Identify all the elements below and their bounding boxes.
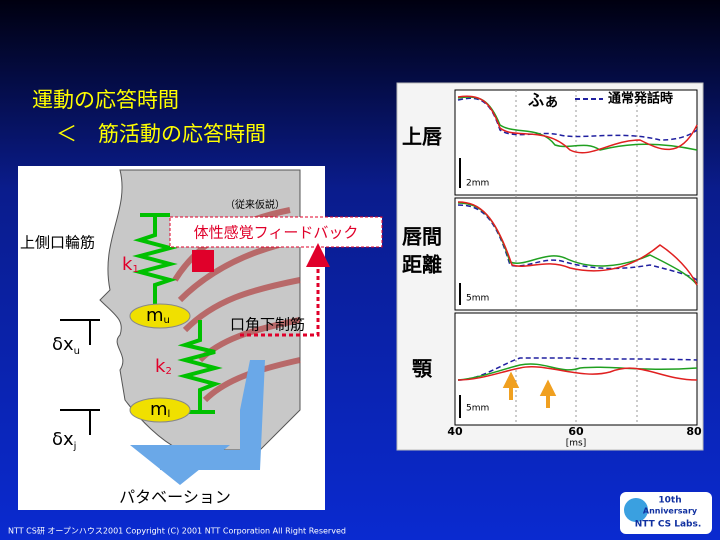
logo-text: Anniversary xyxy=(643,507,698,516)
legend-label: 通常発話時 xyxy=(608,91,673,107)
muscle-label: 口角下制筋 xyxy=(230,316,305,334)
curve-a xyxy=(457,366,698,381)
logo-mark xyxy=(624,498,648,522)
subplot xyxy=(454,89,698,196)
subscript: u xyxy=(74,346,80,357)
subscript: 2 xyxy=(165,366,171,377)
panel-label: 上唇 xyxy=(402,125,443,149)
logo: 10th Anniversary NTT CS Labs. xyxy=(620,492,712,534)
feedback-path xyxy=(240,243,330,337)
scale-label: 5mm xyxy=(466,404,489,414)
x-tick-label: 80 xyxy=(686,425,702,438)
feedback-label: 体性感覚フィードバック xyxy=(194,224,359,242)
x-tick-label: 60 xyxy=(568,425,584,438)
k2-label: k2 xyxy=(155,356,172,377)
title-line: 運動の応答時間 xyxy=(32,88,179,112)
panel-label: 距離 xyxy=(402,253,442,277)
subplot xyxy=(454,197,698,311)
mass-u xyxy=(129,303,191,329)
mass-l xyxy=(129,397,191,423)
x-tick-label: 40 xyxy=(447,425,463,438)
onset-arrows xyxy=(502,371,557,408)
curve-normal xyxy=(457,97,698,141)
title-line: ＜ 筋活動の応答時間 xyxy=(56,122,266,146)
dxu-label: δxu xyxy=(52,334,80,357)
subscript: 1 xyxy=(132,264,138,275)
scale-label: 5mm xyxy=(466,294,489,304)
curve-a xyxy=(457,95,698,154)
panel-label: 顎 xyxy=(412,357,433,381)
symbol: m xyxy=(146,305,164,326)
symbol: δx xyxy=(52,429,74,450)
perturbation-arrow xyxy=(130,445,230,485)
logo-text: NTT CS Labs. xyxy=(635,520,702,530)
panel-label: 唇間 xyxy=(402,225,442,249)
muscle-label: 上側口輪筋 xyxy=(20,234,95,252)
subscript: j xyxy=(73,441,77,452)
note: （従来仮説） xyxy=(225,198,285,211)
symbol: k xyxy=(155,356,166,377)
diagram: （従来仮説） 体性感覚フィードバック 上側口輪筋 口角下制筋 k1 k2 mu … xyxy=(18,166,383,510)
footer: NTT CS研 オープンハウス2001 Copyright (C) 2001 N… xyxy=(8,527,346,536)
spring-k1 xyxy=(132,213,178,310)
x-unit: [ms] xyxy=(566,439,586,449)
curve-normal xyxy=(457,204,698,281)
feedback-box xyxy=(169,216,383,248)
feedback-block xyxy=(192,250,214,272)
k1-label: k1 xyxy=(122,254,139,275)
symbol: δx xyxy=(52,334,74,355)
plot: ふ あ 通常発話時 上唇 唇間 距離 顎 2mm 5mm 5mm 40 60 8… xyxy=(396,82,704,451)
label-fu: ふ xyxy=(528,91,544,110)
scale-label: 2mm xyxy=(466,179,489,189)
symbol: k xyxy=(122,254,133,275)
subscript: l xyxy=(168,409,171,420)
logo-text: 10th xyxy=(658,496,681,506)
ml-label: ml xyxy=(150,399,170,420)
perturbation-label: パタベーション xyxy=(119,488,231,507)
symbol: m xyxy=(150,399,168,420)
dxj-label: δxj xyxy=(52,429,76,452)
displacement-arrows xyxy=(60,319,100,435)
subscript: u xyxy=(164,315,170,326)
curve-a xyxy=(457,201,698,286)
label-a: あ xyxy=(545,96,558,111)
mu-label: mu xyxy=(146,305,170,326)
